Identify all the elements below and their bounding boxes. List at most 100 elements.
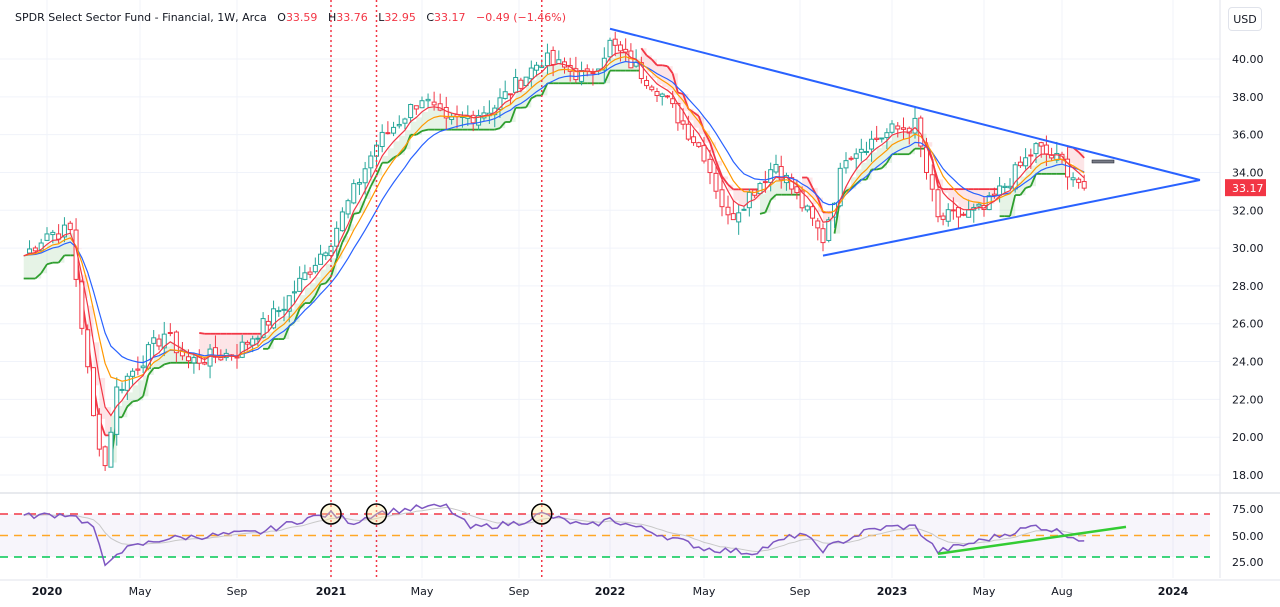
candle-body <box>67 222 73 231</box>
candle-body <box>612 38 618 46</box>
rsi-signal-circle <box>531 503 553 525</box>
ema-mid-line <box>23 55 1085 382</box>
candle-body <box>96 413 102 450</box>
candle-body <box>550 49 556 65</box>
candle-body <box>239 341 245 358</box>
candle-body <box>323 252 329 257</box>
rsi-trendline <box>937 525 1127 556</box>
candle-body <box>449 116 455 120</box>
trailing-stop-ribbon <box>23 47 1085 463</box>
rsi-tick-label: 50.00 <box>1232 530 1264 543</box>
candle-body <box>265 320 271 326</box>
candle-body <box>85 329 91 368</box>
last-price-tag <box>1225 179 1266 197</box>
candle-body <box>889 123 895 133</box>
candle-body <box>685 123 691 140</box>
price-tick-label: 32.00 <box>1232 204 1264 217</box>
grid <box>0 0 1220 578</box>
time-tick-label: 2021 <box>316 585 347 598</box>
price-tick-label: 34.00 <box>1232 166 1264 179</box>
candle-body <box>730 213 736 221</box>
triangle-trendline <box>609 27 1201 181</box>
price-tick-label: 18.00 <box>1232 469 1264 482</box>
price-tick-label: 26.00 <box>1232 318 1264 331</box>
candle-body <box>38 242 44 252</box>
candle-body <box>518 79 524 89</box>
candle-body <box>73 229 79 280</box>
candle-body <box>528 67 534 80</box>
candle-body <box>940 215 946 220</box>
candle-body <box>746 191 752 209</box>
open-value: 33.59 <box>285 11 318 24</box>
candle-body <box>297 277 303 292</box>
candle-body <box>140 365 146 369</box>
price-tick-label: 38.00 <box>1232 91 1264 104</box>
time-tick-label: Aug <box>1051 585 1072 598</box>
candle-body <box>820 228 826 244</box>
candle-body <box>976 203 982 207</box>
candle-body <box>27 248 33 254</box>
candle-body <box>853 153 859 159</box>
candle-body <box>879 137 885 140</box>
currency-button[interactable]: USD <box>1228 7 1262 31</box>
candle-body <box>680 120 686 125</box>
candle-body <box>670 98 676 105</box>
candle-body <box>102 446 108 467</box>
rsi-line <box>23 503 1085 567</box>
time-tick-label: 2024 <box>1158 585 1189 598</box>
candle-body <box>124 375 130 391</box>
price-tick-label: 20.00 <box>1232 431 1264 444</box>
candle-body <box>884 132 890 139</box>
candle-body <box>691 136 697 144</box>
candle-body <box>44 233 50 241</box>
candle-body <box>318 253 324 265</box>
candle-body <box>312 264 318 273</box>
ema-fast-line <box>23 51 1085 417</box>
candle-body <box>431 101 437 106</box>
candle-body <box>617 44 623 52</box>
candle-body <box>161 333 167 349</box>
candle-body <box>50 231 56 236</box>
ema-slow-line <box>23 60 1085 364</box>
candle-body <box>362 168 368 184</box>
price-tick-label: 22.00 <box>1232 393 1264 406</box>
candle-body <box>719 189 725 208</box>
candle-body <box>757 183 763 195</box>
time-tick-label: May <box>129 585 152 598</box>
candle-body <box>135 368 141 371</box>
candle-body <box>408 104 414 119</box>
candle-body <box>255 337 261 340</box>
candle-body <box>32 247 38 252</box>
candle-body <box>391 126 397 134</box>
candle-body <box>443 106 449 119</box>
candle-body <box>119 388 125 391</box>
candle-body <box>345 200 351 215</box>
candle-body <box>61 224 67 238</box>
candle-body <box>476 115 482 126</box>
candle-body <box>991 193 997 196</box>
candle-body <box>108 431 114 468</box>
candle-body <box>1054 152 1060 161</box>
candle-body <box>1081 181 1087 189</box>
candle-body <box>1049 154 1055 159</box>
price-tick-label: 40.00 <box>1232 53 1264 66</box>
candle-body <box>1017 161 1023 167</box>
candle-body <box>804 205 810 211</box>
change-value: −0.49 (−1.46%) <box>476 11 566 24</box>
candle-body <box>837 167 843 207</box>
symbol-title: SPDR Select Sector Fund - Financial, 1W,… <box>15 11 267 24</box>
candle-body <box>534 64 540 71</box>
candle-body <box>413 105 419 110</box>
candle-body <box>664 95 670 98</box>
candle-body <box>1023 157 1029 167</box>
rsi-tick-label: 25.00 <box>1232 556 1264 569</box>
candle-body <box>945 209 951 222</box>
candle-body <box>950 209 956 212</box>
time-tick-label: Sep <box>227 585 248 598</box>
close-value: 33.17 <box>434 11 466 24</box>
candle-body <box>379 131 385 148</box>
chart-legend: SPDR Select Sector Fund - Financial, 1W,… <box>15 11 566 24</box>
candle-body <box>935 189 941 218</box>
last-price-label: 33.17 <box>1232 182 1264 195</box>
